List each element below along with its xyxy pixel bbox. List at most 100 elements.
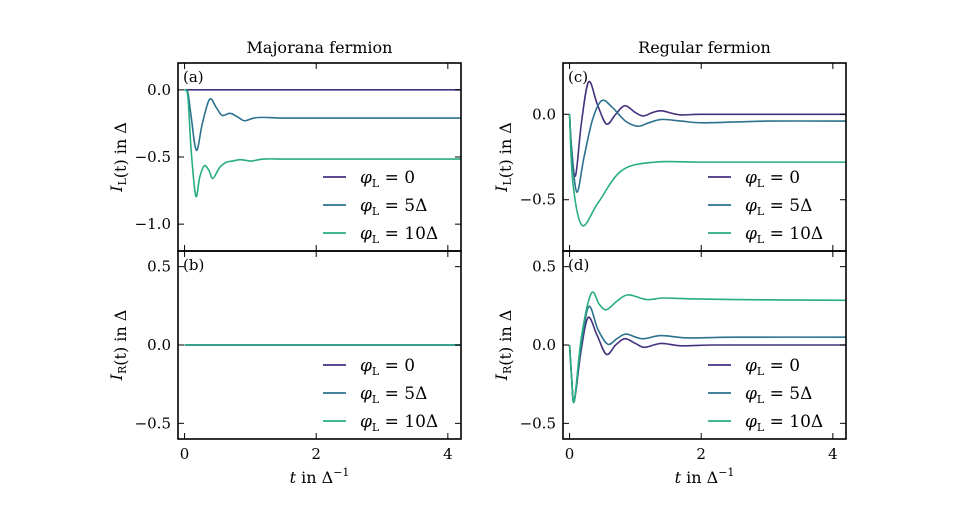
legend-rest: = 5Δ (764, 384, 812, 404)
x-tick-label: 4 (828, 445, 838, 463)
x-tick-label: 0 (565, 445, 575, 463)
ylabel-sub: R (116, 365, 129, 374)
panel-label: (a) (183, 68, 204, 86)
legend-sub: L (757, 365, 765, 378)
y-axis-label: IL(t) in Δ (107, 122, 130, 193)
xlabel-main: t (675, 468, 682, 487)
legend-label-phi5: φL = 5Δ (745, 196, 812, 218)
ylabel-sub: L (116, 178, 129, 186)
ylabel-sub: R (501, 365, 514, 374)
legend-sub: L (372, 421, 380, 434)
legend-label-phi0: φL = 0 (745, 356, 800, 378)
legend-label-phi10: φL = 10Δ (745, 224, 823, 246)
ylabel-rest-text: (t) in Δ (111, 310, 130, 366)
legend-sub: L (757, 393, 765, 406)
axes-frame (562, 62, 847, 252)
legend-sub: L (372, 177, 380, 190)
xlabel-rest: in Δ (681, 468, 718, 487)
panel-b: 0 2 40.50.0−0.5(b)IR(t) in Δt in Δ−1φL = 0… (107, 250, 462, 487)
series-line-phi5 (184, 88, 461, 152)
legend-sub: L (757, 421, 765, 434)
legend-sym: φ (745, 196, 757, 216)
legend-rest: = 0 (764, 356, 800, 376)
x-axis-label: t in Δ−1 (290, 466, 350, 487)
legend-sym: φ (360, 224, 372, 244)
legend-sub: L (757, 233, 765, 246)
legend-label-phi0: φL = 0 (360, 168, 415, 190)
y-tick-label: −0.5 (520, 414, 556, 432)
y-tick-label: 0.5 (147, 258, 171, 276)
ylabel-rest-text: (t) in Δ (111, 122, 130, 178)
panel-title: Majorana fermion (247, 38, 393, 57)
legend-label-phi5: φL = 5Δ (360, 196, 427, 218)
y-tick-label: 0.0 (147, 336, 171, 354)
panel-d: 0 2 40.50.0−0.5(d)IR(t) in Δt in Δ−1φL = 0… (492, 250, 847, 487)
panel-label: (d) (568, 256, 589, 274)
y-tick-label: 0.5 (532, 258, 556, 276)
xlabel-main: t (290, 468, 297, 487)
legend-sym: φ (745, 224, 757, 244)
xlabel-rest: in Δ (296, 468, 333, 487)
legend-rest: = 0 (764, 168, 800, 188)
series-line-phi10 (568, 114, 846, 227)
y-tick-label: 0.0 (532, 336, 556, 354)
legend-rest: = 5Δ (764, 196, 812, 216)
legend-rest: = 0 (379, 168, 415, 188)
legend-label-phi10: φL = 10Δ (360, 224, 438, 246)
legend-label-phi5: φL = 5Δ (360, 384, 427, 406)
legend-label-phi10: φL = 10Δ (360, 412, 438, 434)
legend-sub: L (372, 365, 380, 378)
ylabel-main: I (492, 185, 511, 193)
legend-label-phi0: φL = 0 (360, 356, 415, 378)
legend-sub: L (757, 205, 765, 218)
legend-sym: φ (360, 356, 372, 376)
y-tick-label: −1.0 (135, 215, 171, 233)
xlabel-sup: −1 (333, 466, 349, 479)
legend-label-phi0: φL = 0 (745, 168, 800, 190)
series-line-phi0 (568, 80, 846, 178)
legend-label-phi5: φL = 5Δ (745, 384, 812, 406)
legend-rest: = 10Δ (379, 224, 438, 244)
x-tick-label: 2 (696, 445, 706, 463)
legend-sym: φ (745, 384, 757, 404)
ylabel-sub: L (501, 178, 514, 186)
legend-rest: = 5Δ (379, 384, 427, 404)
ylabel-main: I (107, 373, 126, 381)
legend-sym: φ (360, 384, 372, 404)
y-tick-label: 0.0 (147, 81, 171, 99)
ylabel-rest-text: (t) in Δ (496, 122, 515, 178)
x-axis-label: t in Δ−1 (675, 466, 735, 487)
axes-frame (177, 62, 462, 252)
legend-sub: L (372, 393, 380, 406)
series-line-phi10 (568, 291, 846, 404)
series-line-phi5 (568, 99, 846, 193)
legend-rest: = 0 (379, 356, 415, 376)
ylabel-main: I (492, 373, 511, 381)
ylabel-main: I (107, 185, 126, 193)
y-axis-label: IL(t) in Δ (492, 122, 515, 193)
legend-sym: φ (745, 356, 757, 376)
panel-title: Regular fermion (638, 38, 771, 57)
xlabel-sup: −1 (718, 466, 734, 479)
legend-sym: φ (745, 168, 757, 188)
x-tick-label: 2 (311, 445, 321, 463)
y-tick-label: −0.5 (520, 191, 556, 209)
panel-label: (c) (568, 68, 588, 86)
x-tick-label: 0 (180, 445, 190, 463)
legend-label-phi10: φL = 10Δ (745, 412, 823, 434)
legend-rest: = 10Δ (764, 412, 823, 432)
legend-sym: φ (360, 168, 372, 188)
legend-rest: = 10Δ (379, 412, 438, 432)
panel-label: (b) (183, 256, 204, 274)
y-tick-label: −0.5 (135, 148, 171, 166)
legend-sym: φ (360, 412, 372, 432)
legend-rest: = 5Δ (379, 196, 427, 216)
y-tick-label: 0.0 (532, 105, 556, 123)
y-axis-label: IR(t) in Δ (107, 310, 130, 382)
